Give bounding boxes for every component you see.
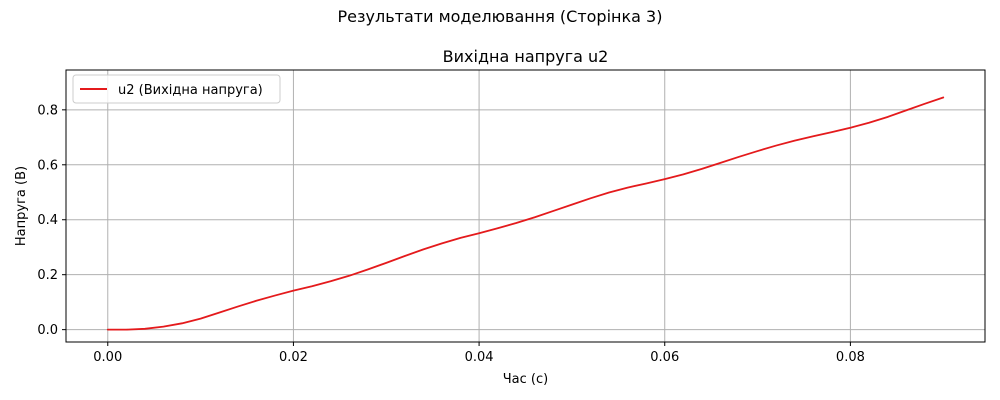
x-tick-label: 0.06 xyxy=(650,350,679,365)
x-axis-label: Час (с) xyxy=(503,372,548,387)
y-tick-label: 0.4 xyxy=(37,213,58,228)
plot-area: 0.00 0.02 0.04 0.06 0.08 0.0 0.2 0.4 0.6 0.8 xyxy=(37,69,986,365)
y-tick-label: 0.6 xyxy=(37,158,58,173)
y-tick-label: 0.2 xyxy=(37,268,58,283)
chart-title: Вихідна напруга u2 xyxy=(443,47,609,66)
y-axis-label: Напруга (В) xyxy=(14,166,29,246)
x-tick-label: 0.08 xyxy=(836,350,865,365)
x-tick-label: 0.02 xyxy=(279,350,308,365)
legend: u2 (Вихідна напруга) xyxy=(72,74,281,104)
x-tick-label: 0.04 xyxy=(465,350,494,365)
grid xyxy=(66,70,985,342)
axes-frame xyxy=(65,69,986,343)
legend-box xyxy=(72,74,281,104)
ticks: 0.00 0.02 0.04 0.06 0.08 0.0 0.2 0.4 0.6 0.8 xyxy=(37,103,865,365)
y-tick-label: 0.0 xyxy=(37,323,58,338)
y-tick-label: 0.8 xyxy=(37,103,58,118)
series-line-u2 xyxy=(106,96,945,331)
figure-suptitle: Результати моделювання (Сторінка 3) xyxy=(338,7,663,26)
series-layer xyxy=(106,96,945,331)
x-tick-label: 0.00 xyxy=(93,350,122,365)
legend-label-u2: u2 (Вихідна напруга) xyxy=(118,83,263,98)
